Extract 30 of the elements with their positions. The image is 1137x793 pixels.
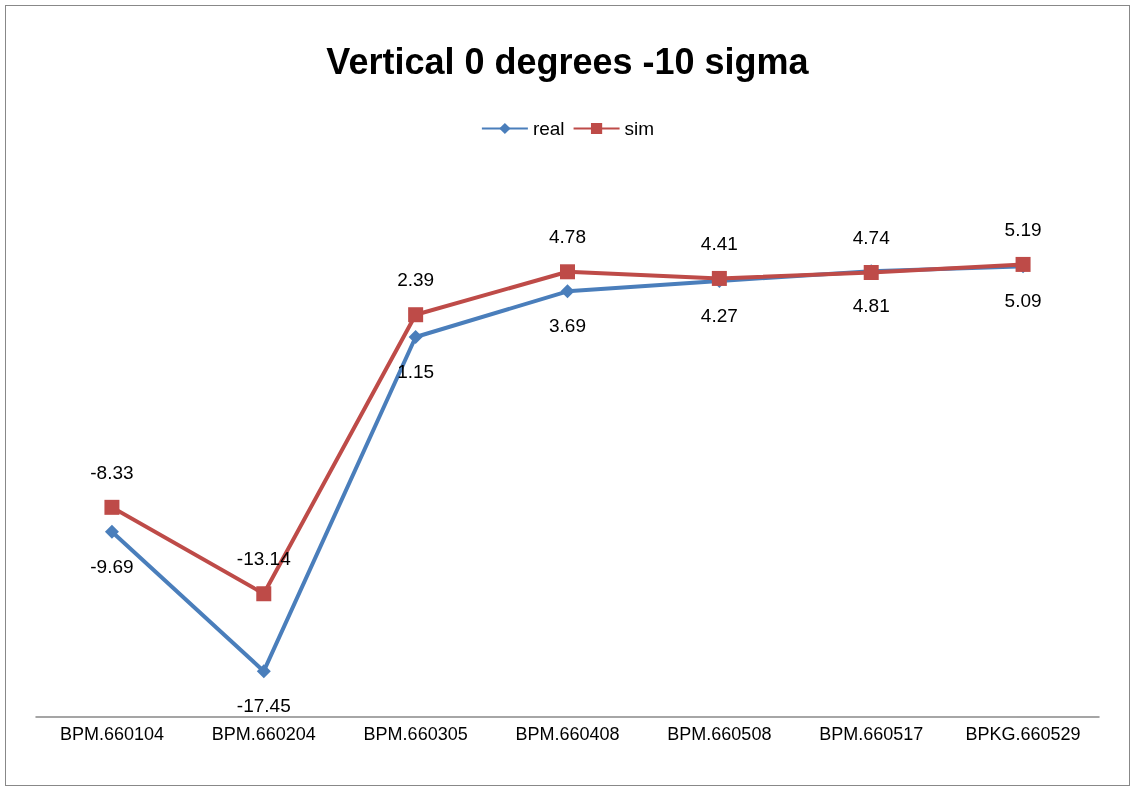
x-tick-label: BPM.660508 xyxy=(667,724,772,744)
x-tick-label: BPM.660305 xyxy=(363,724,468,744)
data-label: 5.09 xyxy=(1004,290,1042,312)
point xyxy=(560,264,575,280)
point xyxy=(256,664,271,679)
data-label: 4.41 xyxy=(700,232,738,254)
point xyxy=(560,284,575,299)
data-label: 5.19 xyxy=(1004,218,1042,240)
data-label: -9.69 xyxy=(90,555,134,577)
x-tick-label: BPM.660517 xyxy=(819,724,924,744)
data-label: 4.27 xyxy=(700,304,738,326)
x-tick-label: BPM.660204 xyxy=(211,724,316,744)
point xyxy=(408,307,424,323)
point xyxy=(408,330,423,345)
legend-label: real xyxy=(532,118,565,139)
point xyxy=(256,586,272,602)
data-label: 3.69 xyxy=(549,315,586,337)
legend-label: sim xyxy=(624,118,655,139)
chart-title: Vertical 0 degrees -10 sigma xyxy=(326,40,810,82)
x-tick-label: BPM.660408 xyxy=(515,724,620,744)
data-label: 4.78 xyxy=(549,226,586,248)
data-label: -8.33 xyxy=(90,461,134,483)
data-label: 4.74 xyxy=(852,227,891,248)
x-tick-label: BPM.660104 xyxy=(59,724,164,744)
point xyxy=(104,499,120,515)
data-label: 4.81 xyxy=(852,295,890,317)
point xyxy=(104,524,119,539)
x-tick-label: BPKG.660529 xyxy=(965,724,1081,744)
data-label: 2.39 xyxy=(397,269,435,291)
data-label: -17.45 xyxy=(236,695,291,717)
